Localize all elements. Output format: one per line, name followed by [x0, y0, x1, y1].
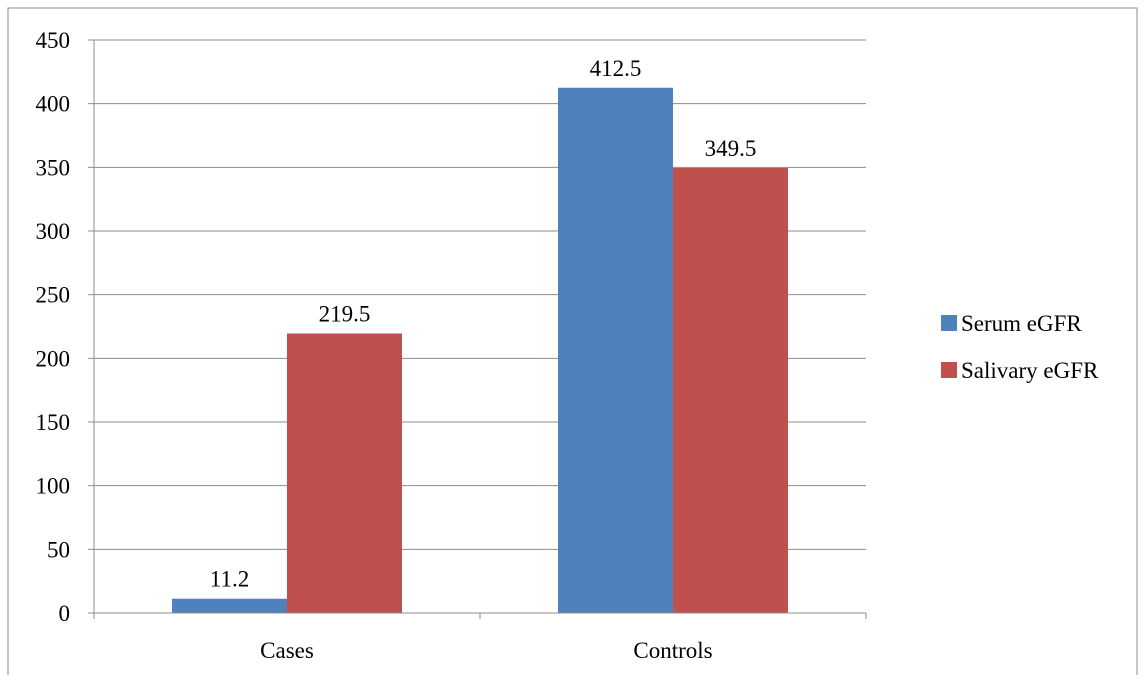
y-tick-label: 450: [36, 28, 71, 53]
chart-border: [7, 7, 1138, 675]
legend: Serum eGFR Salivary eGFR: [941, 311, 1099, 383]
bar: [558, 87, 673, 613]
legend-label: Serum eGFR: [961, 311, 1082, 336]
legend-label: Salivary eGFR: [961, 358, 1099, 383]
y-tick-label: 400: [36, 92, 71, 117]
y-tick-label: 100: [36, 474, 71, 499]
axes: [88, 39, 867, 619]
y-tick-label: 250: [36, 283, 71, 308]
y-tick-label: 50: [47, 537, 70, 562]
bar: [673, 167, 788, 613]
legend-swatch: [941, 315, 957, 331]
y-tick-labels: 0 50 100 150 200 250 300 350 400 450: [36, 28, 71, 626]
y-tick-label: 150: [36, 410, 71, 435]
y-tick-label: 350: [36, 155, 71, 180]
x-tick-label: Controls: [633, 638, 712, 663]
bar: [287, 333, 402, 613]
y-tick-label: 0: [59, 601, 71, 626]
y-tick-label: 200: [36, 346, 71, 371]
y-tick-label: 300: [36, 219, 71, 244]
bar: [172, 598, 287, 613]
data-label: 412.5: [590, 56, 642, 81]
data-labels: 11.2 219.5 412.5 349.5: [210, 56, 757, 592]
data-label: 349.5: [705, 136, 757, 161]
gridlines: [94, 39, 866, 550]
data-label: 219.5: [319, 302, 371, 327]
legend-swatch: [941, 362, 957, 378]
data-label: 11.2: [210, 567, 249, 592]
x-tick-labels: Cases Controls: [260, 638, 712, 663]
bars: [172, 87, 788, 613]
x-tick-label: Cases: [260, 638, 314, 663]
